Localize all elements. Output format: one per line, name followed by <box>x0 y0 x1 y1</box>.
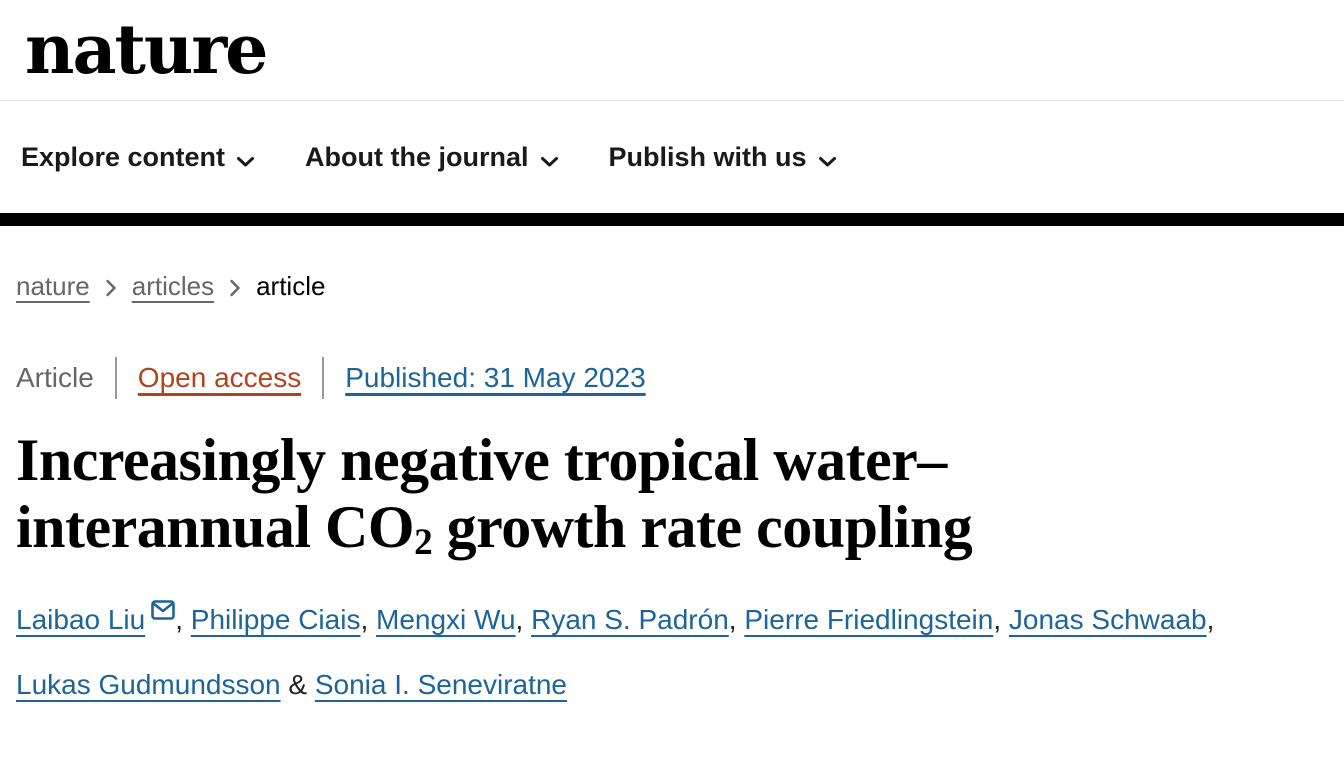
breadcrumb-link-articles[interactable]: articles <box>131 271 215 301</box>
author-list: Laibao Liu, Philippe Ciais, Mengxi Wu, R… <box>16 587 1256 717</box>
nav-explore-content-label: Explore content <box>21 141 226 172</box>
author-link[interactable]: Laibao Liu <box>16 604 146 635</box>
meta-divider <box>114 357 117 399</box>
author-link[interactable]: Mengxi Wu <box>376 604 516 635</box>
author-link[interactable]: Lukas Gudmundsson <box>16 669 281 700</box>
author-separator: , <box>1206 604 1215 635</box>
breadcrumb-current-article: article <box>256 271 326 301</box>
envelope-icon[interactable] <box>151 578 176 643</box>
article-title: Increasingly negative tropical water– in… <box>16 427 1216 561</box>
author-separator: , <box>728 604 745 635</box>
nav-about-the-journal-label: About the journal <box>305 141 529 172</box>
author-separator: , <box>993 604 1009 635</box>
article-meta: Article Open access Published: 31 May 20… <box>16 357 1328 399</box>
primary-divider-bar <box>0 213 1344 226</box>
masthead: nature <box>0 0 1344 101</box>
author-separator: , <box>515 604 532 635</box>
nav-explore-content[interactable]: Explore content <box>21 140 255 175</box>
author-link[interactable]: Ryan S. Padrón <box>531 604 729 635</box>
subscript-2: 2 <box>414 521 433 563</box>
nav-publish-with-us-label: Publish with us <box>608 141 807 172</box>
breadcrumb: nature articles article <box>16 271 1328 302</box>
article-header: nature articles article Article Open acc… <box>0 271 1344 717</box>
article-type-label: Article <box>16 362 94 393</box>
chevron-down-icon <box>236 144 255 175</box>
title-line-1: Increasingly negative tropical water– <box>16 427 947 493</box>
title-line-2: interannual CO2 growth rate coupling <box>16 494 973 563</box>
author-separator: , <box>175 604 191 635</box>
chevron-down-icon <box>540 144 559 175</box>
top-navigation: Explore content About the journal Publis… <box>0 101 1344 213</box>
chevron-right-icon <box>105 278 117 298</box>
chevron-down-icon <box>818 144 837 175</box>
published-date-link[interactable]: Published: 31 May 2023 <box>345 362 646 393</box>
author-link[interactable]: Sonia I. Seneviratne <box>314 669 568 700</box>
author-separator: , <box>360 604 376 635</box>
breadcrumb-link-nature[interactable]: nature <box>16 271 90 301</box>
author-link[interactable]: Jonas Schwaab <box>1008 604 1207 635</box>
open-access-link[interactable]: Open access <box>137 362 302 393</box>
author-link[interactable]: Pierre Friedlingstein <box>744 604 994 635</box>
meta-divider <box>322 357 325 399</box>
nature-logo[interactable]: nature <box>25 10 268 90</box>
chevron-right-icon <box>229 278 241 298</box>
author-link[interactable]: Philippe Ciais <box>190 604 361 635</box>
author-separator: & <box>280 669 315 700</box>
nav-publish-with-us[interactable]: Publish with us <box>609 140 837 175</box>
nav-about-the-journal[interactable]: About the journal <box>305 140 558 175</box>
